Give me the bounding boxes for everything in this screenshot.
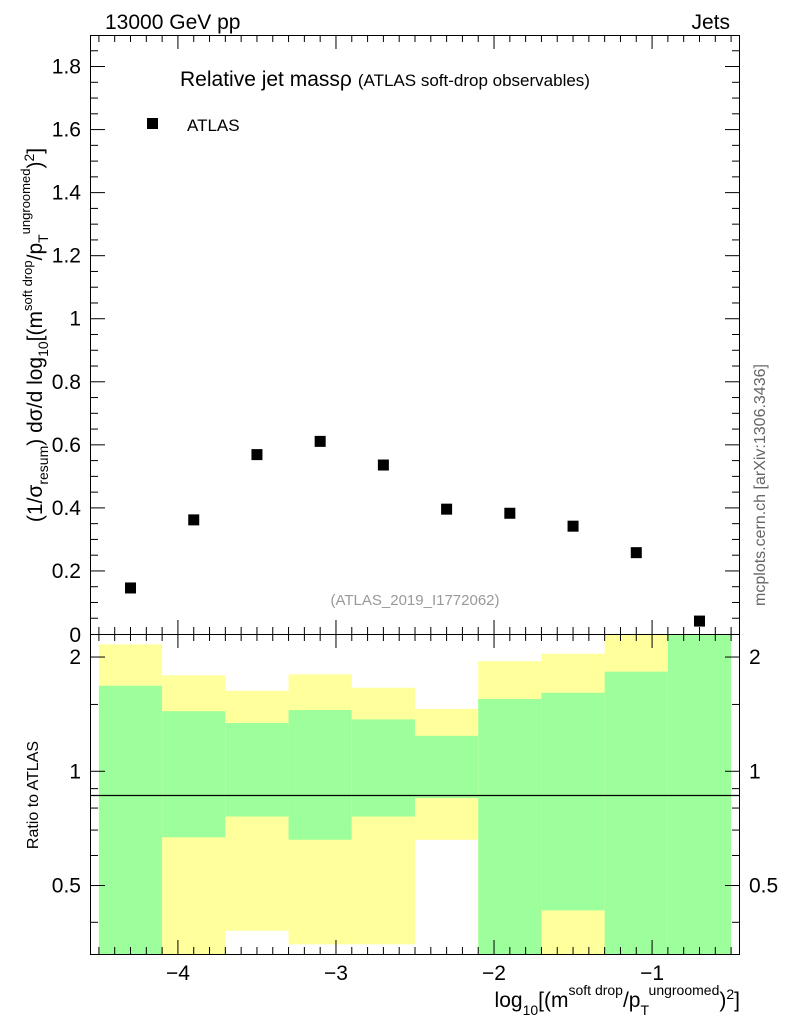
chart-title-sub: (ATLAS soft-drop observables) [358,71,590,90]
main-y-axis-label: (1/σresum) dσ/d log10[(msoft drop/pTungr… [18,148,51,522]
main-y-tick-label: 0.8 [52,371,81,394]
green-uncertainty-band [288,710,352,840]
main-y-tick-label: 0.2 [52,560,81,583]
green-uncertainty-band [162,711,226,838]
main-y-tick-label: 1 [69,308,81,331]
x-tick-label: −1 [640,962,664,985]
data-point-atlas [251,449,263,461]
green-uncertainty-band [98,685,163,954]
main-y-tick-label: 1.8 [52,56,81,79]
main-panel: 0.2 0.4 0.6 0.8 1 1.2 1.4 1.6 1.8 0 (ATLAS_2019_I… [18,35,740,647]
main-y-ticks: 0.2 0.4 0.6 0.8 1 1.2 1.4 1.6 1.8 0 [52,35,739,647]
main-y-tick-label: 0.6 [52,434,81,457]
data-point-atlas [567,520,579,532]
main-y-zero-label: 0 [69,624,81,647]
green-uncertainty-band [225,723,289,817]
green-uncertainty-band [478,699,542,954]
ratio-panel: 0.5 0.5 1 1 2 2 −4 −3 −2 −1 Ratio to ATLAS log10[… [25,634,778,1018]
ratio-y-tick-label-right: 0.5 [749,875,778,898]
green-uncertainty-band [541,692,605,911]
x-tick-label: −4 [166,962,190,985]
legend-label-atlas: ATLAS [187,116,240,135]
analysis-watermark: (ATLAS_2019_I1772062) [330,592,499,609]
x-tick-label: −2 [482,962,506,985]
green-uncertainty-band [351,719,415,817]
chart-title: Relative jet massρ (ATLAS soft-drop obser… [180,68,590,91]
header-process: Jets [691,11,730,34]
header-energy: 13000 GeV pp [105,11,240,34]
ratio-y-tick-label: 1 [69,760,81,783]
x-tick-label: −3 [324,962,348,985]
ratio-ticks: 0.5 0.5 1 1 2 2 −4 −3 −2 −1 [52,634,778,985]
data-point-atlas [630,547,642,559]
green-uncertainty-band [667,634,732,954]
ratio-y-tick-label-right: 1 [749,760,761,783]
ratio-y-axis-label: Ratio to ATLAS [25,741,42,849]
data-point-atlas [693,615,705,627]
data-point-atlas [314,435,326,447]
svg-text:(1/σresum) dσ/d log10[(msoft d: (1/σresum) dσ/d log10[(msoft drop/pTungr… [18,148,51,522]
main-y-tick-label: 1.4 [52,182,82,205]
main-y-tick-label: 1.2 [52,245,81,268]
data-point-atlas [125,582,137,594]
green-uncertainty-band [604,671,668,954]
data-point-atlas [377,459,389,471]
main-y-tick-label: 0.4 [52,497,82,520]
legend-marker-atlas [147,118,158,129]
ratio-y-tick-label-right: 2 [749,646,761,669]
source-label: mcplots.cern.ch [arXiv:1306.3436] [752,364,769,606]
green-uncertainty-band [415,735,479,799]
main-y-tick-label: 1.6 [52,119,81,142]
data-point-atlas [441,503,453,515]
atlas-data-points [125,435,705,627]
chart-title-main: Relative jet massρ [180,68,352,91]
data-point-atlas [504,507,516,519]
x-axis-label: log10[(msoft drop/pTungroomed)2] [495,982,740,1018]
ratio-bands [98,634,732,954]
ratio-y-tick-label: 0.5 [52,875,81,898]
data-point-atlas [188,514,200,526]
ratio-y-tick-label: 2 [69,646,81,669]
ratio-frame [90,634,740,955]
